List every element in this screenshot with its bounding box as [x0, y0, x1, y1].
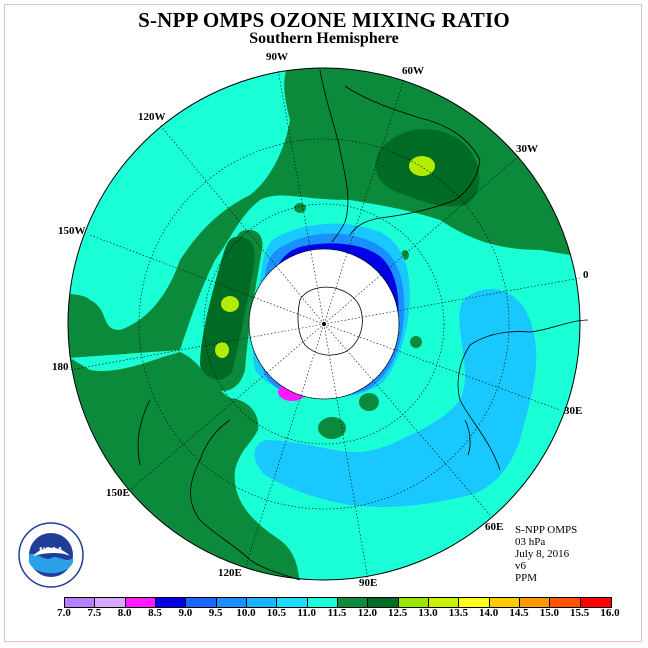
- lon-label-180: 180: [52, 361, 69, 373]
- colorbar-cell: [580, 598, 611, 607]
- meridian-180: [69, 323, 325, 371]
- meridian-150e: [129, 323, 325, 491]
- colorbar-labels: 7.0 7.5 8.0 8.5 9.0 9.5 10.0 10.5 11.0 11.5 12.0 12…: [52, 607, 620, 621]
- meridian-120e: [244, 323, 325, 569]
- meridian-60e: [323, 323, 491, 516]
- colorbar-tick-label: 12.5: [388, 607, 408, 619]
- colorbar-tick-label: 13.0: [418, 607, 438, 619]
- lon-label-30w: 30W: [516, 143, 538, 155]
- coast-africa: [457, 319, 589, 471]
- colorbar-cell: [337, 598, 369, 607]
- colorbar-cell: [65, 598, 96, 607]
- info-units: PPM: [515, 572, 538, 584]
- colorbar: [64, 597, 612, 608]
- info-level: 03 hPa: [515, 536, 546, 548]
- colorbar-cell: [246, 598, 278, 607]
- colorbar-cell: [398, 598, 429, 607]
- lon-label-120w: 120W: [138, 111, 166, 123]
- colorbar-cell: [95, 598, 126, 607]
- lon-label-90e: 90E: [359, 577, 377, 589]
- colorbar-cell: [368, 598, 399, 607]
- lat-circle-120: [203, 203, 445, 445]
- map-border: [67, 67, 581, 581]
- lon-label-150e: 150E: [106, 487, 130, 499]
- info-version: v6: [515, 560, 526, 572]
- meridian-0: [323, 277, 581, 325]
- blob-5: [318, 417, 346, 439]
- lon-label-150w: 150W: [58, 225, 86, 237]
- colorbar-cell: [307, 598, 338, 607]
- colorbar-tick-label: 12.0: [357, 607, 377, 619]
- colorbar-cell: [216, 598, 247, 607]
- meridian-90e: [323, 323, 369, 581]
- colorbar-tick-label: 9.0: [178, 607, 193, 619]
- coast-madagascar: [464, 419, 471, 456]
- colorbar-tick-label: 15.0: [539, 607, 559, 619]
- coast-australia: [190, 419, 301, 581]
- colorbar-cell: [125, 598, 156, 607]
- colorbar-tick-label: 14.5: [509, 607, 529, 619]
- colorbar-tick-label: 8.5: [148, 607, 162, 619]
- colorbar-tick-label: 13.5: [448, 607, 468, 619]
- blob-3: [410, 336, 422, 348]
- lon-label-60e: 60E: [485, 521, 503, 533]
- coast-south-america: [319, 69, 349, 243]
- colorbar-tick-label: 7.0: [57, 607, 71, 619]
- map-subtitle: Southern Hemisphere: [249, 30, 399, 47]
- ozone-field: [68, 68, 580, 580]
- coast-antarctica: [297, 286, 363, 356]
- contour-12-5-west-b: [215, 342, 229, 358]
- colorbar-tick-label: 8.0: [117, 607, 132, 619]
- colorbar-cell: [519, 598, 551, 607]
- colorbar-tick-label: 16.0: [600, 607, 620, 619]
- lat-circle-75: [248, 248, 400, 400]
- colorbar-cell: [489, 598, 520, 607]
- colorbar-tick-label: 10.0: [236, 607, 256, 619]
- colorbar-cell: [155, 598, 187, 607]
- colorbar-tick-label: 15.5: [570, 607, 590, 619]
- contour-12-5-north: [409, 156, 435, 176]
- coast-new-zealand: [137, 399, 151, 466]
- graticule: [69, 69, 581, 581]
- lon-label-30e: 30E: [564, 405, 582, 417]
- colorbar-cell: [459, 598, 490, 607]
- colorbar-tick-label: 10.5: [266, 607, 286, 619]
- meridian-30w: [323, 154, 521, 325]
- info-product: S-NPP OMPS: [515, 524, 578, 536]
- colorbar-cell: [277, 598, 308, 607]
- colorbar-tick-label: 11.5: [327, 607, 347, 619]
- meridian-60w: [323, 79, 405, 325]
- blob-4: [359, 393, 379, 411]
- meridian-90w: [277, 69, 325, 325]
- lon-label-0: 0: [583, 269, 589, 281]
- noaa-logo-icon: NOAA: [18, 522, 84, 588]
- info-panel: S-NPP OMPS 03 hPa July 8, 2016 v6 PPM: [515, 524, 577, 584]
- colorbar-tick-label: 11.0: [297, 607, 316, 619]
- colorbar-cell: [428, 598, 460, 607]
- colorbar-cell: [186, 598, 217, 607]
- svg-text:NOAA: NOAA: [39, 546, 63, 555]
- colorbar-cell: [550, 598, 581, 607]
- colorbar-tick-label: 7.5: [87, 607, 102, 619]
- lon-label-120e: 120E: [218, 567, 242, 579]
- lon-label-90w: 90W: [266, 51, 288, 63]
- south-pole-dot: [322, 322, 326, 326]
- lon-label-60w: 60W: [402, 65, 424, 77]
- info-date: July 8, 2016: [515, 548, 570, 560]
- contour-10-5-east: [254, 288, 537, 507]
- meridian-120w: [159, 124, 325, 325]
- colorbar-tick-label: 14.0: [479, 607, 499, 619]
- colorbar-tick-label: 9.5: [208, 607, 223, 619]
- contour-12-5-west-a: [221, 296, 239, 312]
- map-title: S-NPP OMPS OZONE MIXING RATIO: [138, 8, 510, 32]
- lat-circle-185: [138, 138, 510, 510]
- contour-11-5-north: [68, 68, 580, 360]
- blob-1: [294, 203, 306, 213]
- figure-frame: [4, 4, 642, 642]
